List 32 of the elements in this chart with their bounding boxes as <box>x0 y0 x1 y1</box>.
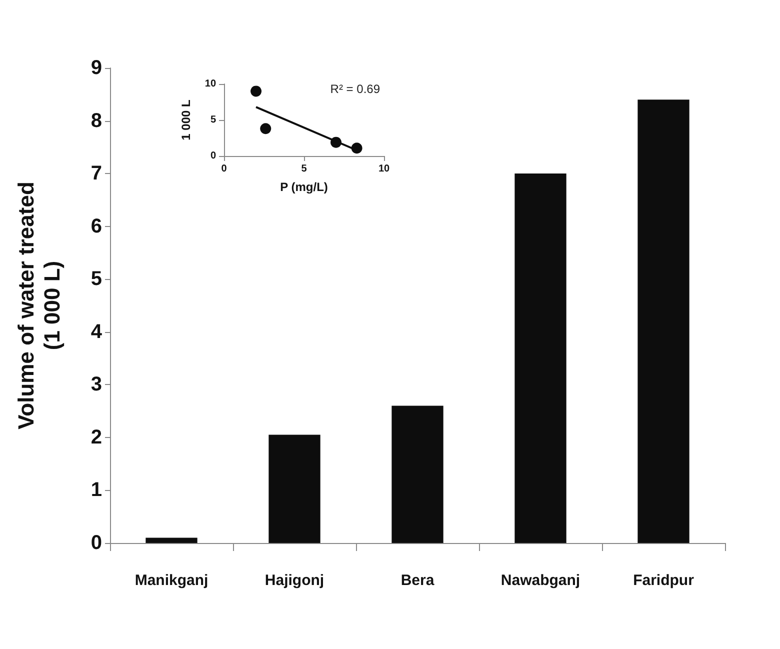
annotation: R² = 0.69 <box>330 82 380 96</box>
point <box>260 123 272 134</box>
bar <box>268 434 320 543</box>
bar <box>392 406 444 543</box>
y-tick-label: 10 <box>204 78 216 90</box>
y-tick-label: 5 <box>90 268 102 290</box>
x-tick-label: Manikganj <box>134 572 208 589</box>
y-tick-label: 6 <box>90 215 102 238</box>
y-tick-label: 0 <box>90 532 102 554</box>
x-tick-label: 10 <box>378 164 390 174</box>
bar <box>638 100 690 543</box>
y-tick-label: 0 <box>210 150 216 162</box>
point <box>250 86 262 97</box>
x-tick-label: 5 <box>301 164 308 174</box>
x-tick-label: Nawabganj <box>500 572 580 589</box>
x-tick-label: Bera <box>400 572 435 589</box>
y-tick-label: 2 <box>90 426 102 448</box>
bar <box>514 174 566 543</box>
x-tick-label: 0 <box>221 164 228 174</box>
y-tick-label: 5 <box>210 114 216 126</box>
y-axis-title: 1 000 L <box>179 100 193 140</box>
y-tick-label: 9 <box>90 57 102 79</box>
x-tick-label: Hajigonj <box>264 572 324 589</box>
bar <box>146 538 198 543</box>
y-tick-label: 4 <box>90 320 103 343</box>
y-tick-label: 8 <box>90 110 102 132</box>
y-tick-label: 1 <box>90 479 102 502</box>
y-axis-title: Volume of water treated (1 000 L) <box>14 182 64 430</box>
x-tick-label: Faridpur <box>633 572 694 589</box>
y-tick-label: 7 <box>90 162 102 185</box>
x-axis-title: P (mg/L) <box>280 180 328 194</box>
y-tick-label: 3 <box>90 374 102 396</box>
